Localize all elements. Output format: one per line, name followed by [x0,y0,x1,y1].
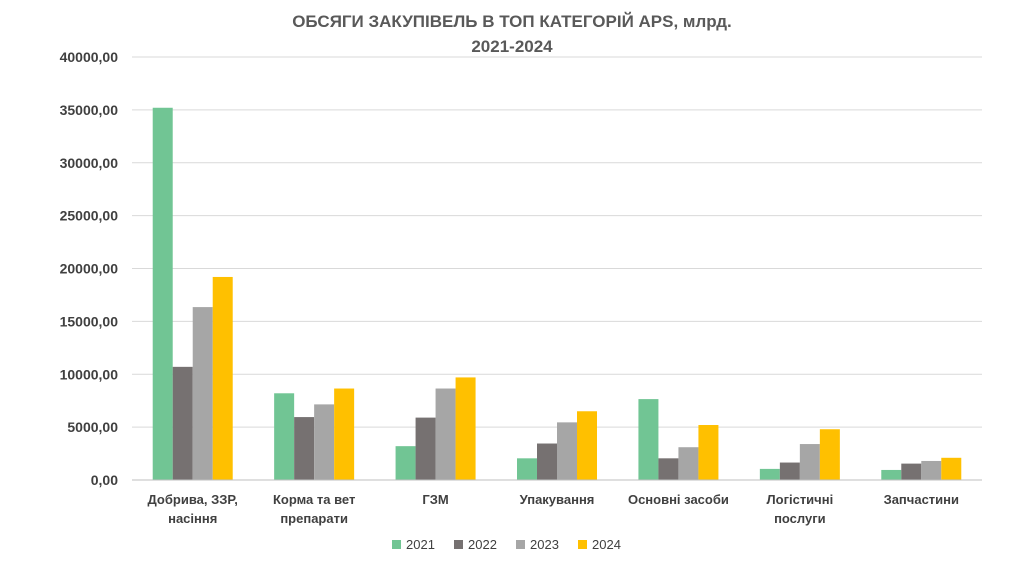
bar-2022 [537,443,557,480]
x-category-label-line: Основні засоби [628,492,729,507]
bar-2021 [881,469,902,480]
gridlines [132,56,982,428]
x-category-label: ГЗМ [422,492,448,507]
bar-2024 [334,388,355,480]
x-axis-category-labels: Добрива, ЗЗР, насіння Корма та вет препарат… [148,492,959,526]
bar-2022 [415,417,436,480]
x-category-label-line: Добрива, ЗЗР, [148,492,238,507]
bar-2023 [921,460,942,480]
legend-swatch [392,540,401,549]
x-category-label-line: препарати [280,511,348,526]
y-tick-label: 10000,00 [60,366,119,382]
x-category-label: Упакування [520,492,595,507]
bar-2023 [678,447,699,480]
y-tick-label: 35000,00 [60,102,119,118]
legend-item: 2024 [578,537,621,552]
x-category-label: Запчастини [884,492,959,507]
y-tick-label: 5000,00 [67,419,118,435]
bar-2023 [557,422,577,480]
x-category-label-line: насіння [168,511,217,526]
bar-2021 [638,399,659,480]
bar-2024 [577,411,597,480]
legend-label: 2023 [530,537,559,552]
bar-2024 [212,276,233,480]
bar-2022 [779,462,800,480]
y-axis-tick-labels: 0,00 5000,00 10000,00 15000,00 20000,00 25000… [60,49,119,488]
legend-swatch [454,540,463,549]
x-category-label-line: Запчастини [884,492,959,507]
x-category-label-line: ГЗМ [422,492,448,507]
chart-title: ОБСЯГИ ЗАКУПІВЕЛЬ В ТОП КАТЕГОРІЙ APS, м… [292,12,732,56]
bar-2021 [759,468,780,480]
legend-item: 2021 [392,537,435,552]
x-category-label: Основні засоби [628,492,729,507]
bar-2023 [799,444,820,480]
x-category-label-line: Упакування [520,492,595,507]
y-tick-label: 25000,00 [60,208,119,224]
legend: 2021 2022 2023 2024 [392,537,621,552]
bar-2021 [395,446,416,480]
bar-2024 [698,425,719,480]
legend-label: 2021 [406,537,435,552]
y-tick-label: 15000,00 [60,313,119,329]
bar-2024 [455,377,476,480]
bar-2021 [274,393,295,480]
x-category-label-line: Логістичні [767,492,834,507]
x-category-label: Логістичні послуги [767,492,834,526]
y-tick-label: 30000,00 [60,155,119,171]
legend-item: 2022 [454,537,497,552]
x-category-label: Добрива, ЗЗР, насіння [148,492,238,526]
x-category-label-line: Корма та вет [273,492,355,507]
bar-2021 [517,458,537,480]
bars [152,107,962,480]
bar-2024 [941,457,962,480]
x-category-label: Корма та вет препарати [273,492,355,526]
bar-2021 [152,107,173,480]
bar-2024 [819,429,840,480]
bar-2023 [435,388,456,480]
legend-item: 2023 [516,537,559,552]
bar-2022 [658,458,679,480]
bar-2023 [314,404,335,480]
legend-label: 2022 [468,537,497,552]
y-tick-label: 40000,00 [60,49,119,65]
y-tick-label: 0,00 [91,472,118,488]
legend-swatch [578,540,587,549]
bar-2022 [901,463,922,480]
legend-swatch [516,540,525,549]
x-category-label-line: послуги [774,511,826,526]
chart-title-line-2: 2021-2024 [471,37,553,56]
chart-title-line-1: ОБСЯГИ ЗАКУПІВЕЛЬ В ТОП КАТЕГОРІЙ APS, м… [292,12,732,31]
legend-label: 2024 [592,537,621,552]
bar-2022 [294,417,315,480]
bar-2022 [172,366,193,480]
bar-2023 [192,307,213,480]
y-tick-label: 20000,00 [60,261,119,277]
